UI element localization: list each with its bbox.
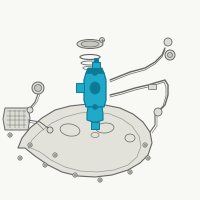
Circle shape	[98, 178, 102, 182]
Polygon shape	[84, 73, 106, 107]
Circle shape	[28, 143, 32, 147]
Ellipse shape	[77, 40, 103, 48]
Circle shape	[53, 153, 57, 157]
Circle shape	[43, 163, 47, 167]
Circle shape	[146, 156, 150, 160]
Circle shape	[128, 170, 132, 174]
Ellipse shape	[81, 41, 99, 47]
Polygon shape	[3, 108, 30, 130]
Ellipse shape	[90, 82, 100, 94]
Circle shape	[168, 52, 172, 58]
Circle shape	[73, 173, 77, 177]
Circle shape	[8, 133, 12, 137]
Polygon shape	[87, 107, 103, 122]
Bar	[148, 84, 156, 89]
Circle shape	[143, 143, 147, 147]
Circle shape	[100, 38, 104, 43]
Bar	[91, 122, 99, 129]
Polygon shape	[86, 68, 104, 73]
Polygon shape	[76, 83, 84, 92]
Circle shape	[18, 156, 22, 160]
Circle shape	[47, 127, 53, 133]
Circle shape	[92, 104, 98, 110]
Circle shape	[27, 107, 33, 113]
Polygon shape	[18, 104, 152, 177]
Circle shape	[154, 108, 162, 116]
Circle shape	[32, 82, 44, 94]
Circle shape	[92, 71, 98, 75]
Bar	[94, 58, 98, 62]
Circle shape	[35, 84, 42, 92]
Bar	[92, 62, 100, 68]
Circle shape	[164, 38, 172, 46]
Circle shape	[165, 50, 175, 60]
